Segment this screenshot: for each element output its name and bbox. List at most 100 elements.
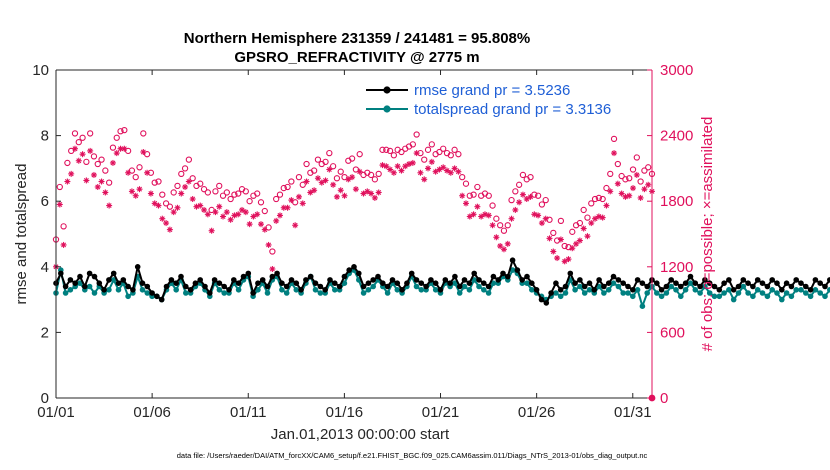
rmse-point xyxy=(740,277,747,283)
obs-assimilated-point xyxy=(535,212,542,219)
spread-point xyxy=(759,290,766,296)
rmse-point xyxy=(456,283,463,290)
obs-possible-point xyxy=(622,176,629,183)
obs-possible-point xyxy=(212,188,219,195)
obs-possible-point xyxy=(390,152,398,159)
obs-possible-point xyxy=(197,180,204,187)
rmse-point xyxy=(721,280,727,287)
obs-assimilated-point xyxy=(303,178,310,185)
rmse-point xyxy=(596,277,602,283)
rmse-point xyxy=(67,277,74,283)
rmse-point xyxy=(307,273,314,280)
obs-possible-point xyxy=(204,189,211,196)
spread-point xyxy=(779,296,785,303)
obs-assimilated-point xyxy=(273,217,280,224)
rmse-point xyxy=(726,277,732,283)
obs-assimilated-point xyxy=(542,215,549,222)
rmse-point xyxy=(634,277,641,283)
obs-possible-point xyxy=(132,173,139,181)
rmse-point xyxy=(548,290,554,296)
obs-possible-point xyxy=(295,173,303,181)
obs-assimilated-point xyxy=(333,193,340,200)
rmse-point xyxy=(139,280,146,287)
obs-possible-point xyxy=(333,175,341,182)
spread-point xyxy=(255,287,261,293)
rmse-point xyxy=(706,280,713,287)
spread-point xyxy=(639,303,646,310)
rmse-point xyxy=(432,280,439,287)
spread-point xyxy=(788,293,795,300)
obs-assimilated-point xyxy=(512,206,519,213)
obs-assimilated-point xyxy=(166,226,173,233)
obs-possible-point xyxy=(542,196,549,204)
obs-assimilated-point xyxy=(276,212,283,219)
obs-assimilated-point xyxy=(136,186,143,193)
obs-possible-point xyxy=(303,160,310,168)
rmse-point xyxy=(168,277,175,283)
obs-assimilated-point xyxy=(485,212,492,219)
x-tick-label: 01/06 xyxy=(133,404,171,421)
obs-assimilated-point xyxy=(98,178,105,185)
rmse-point xyxy=(807,287,814,293)
obs-possible-point xyxy=(515,181,523,188)
obs-possible-point xyxy=(208,206,215,214)
spread-point xyxy=(432,287,439,293)
rmse-point xyxy=(298,287,304,293)
obs-possible-point xyxy=(155,178,162,185)
obs-assimilated-point xyxy=(288,197,295,204)
obs-possible-point xyxy=(121,126,128,134)
obs-possible-point xyxy=(371,176,379,183)
obs-possible-point xyxy=(276,191,284,198)
rmse-point xyxy=(442,277,449,283)
obs-possible-point xyxy=(375,170,382,178)
obs-assimilated-point xyxy=(147,190,154,197)
spread-point xyxy=(529,287,535,293)
obs-possible-point xyxy=(117,128,124,135)
rmse-point xyxy=(312,280,319,287)
obs-possible-point xyxy=(178,170,185,178)
obs-possible-point xyxy=(386,147,394,155)
rmse-point xyxy=(697,283,703,290)
obs-assimilated-point xyxy=(455,168,462,175)
spread-point xyxy=(365,287,372,293)
spread-point xyxy=(586,287,593,293)
rmse-point xyxy=(418,280,425,287)
spread-point xyxy=(601,290,607,296)
obs-assimilated-point xyxy=(254,211,261,218)
rmse-point xyxy=(481,280,487,287)
rmse-point xyxy=(644,283,650,290)
obs-assimilated-point xyxy=(527,193,534,200)
rmse-point xyxy=(827,277,830,283)
obs-possible-point xyxy=(413,131,420,138)
spread-point xyxy=(692,287,699,293)
obs-assimilated-point xyxy=(155,202,162,209)
obs-assimilated-point xyxy=(159,215,166,222)
rmse-point xyxy=(817,280,823,287)
obs-possible-point xyxy=(341,173,348,181)
rmse-point xyxy=(423,283,429,290)
y-left-tick-label: 10 xyxy=(32,62,49,79)
obs-possible-point xyxy=(588,200,595,207)
rmse-point xyxy=(158,296,165,303)
obs-assimilated-point xyxy=(330,181,337,188)
rmse-series xyxy=(53,257,830,306)
rmse-point xyxy=(812,277,819,283)
obs-possible-point xyxy=(280,184,287,192)
obs-possible-point xyxy=(398,148,405,156)
rmse-point xyxy=(822,283,828,290)
data-file-footnote: data file: /Users/raeder/DAI/ATM_forcXX/… xyxy=(177,451,648,460)
rmse-point xyxy=(466,280,473,287)
obs-assimilated-point xyxy=(565,256,572,263)
obs-assimilated-point xyxy=(261,226,268,233)
rmse-point xyxy=(336,283,343,290)
rmse-point xyxy=(793,277,799,283)
y-right-tick-label: 1800 xyxy=(660,193,693,210)
obs-possible-point xyxy=(216,182,223,190)
obs-possible-point xyxy=(64,159,71,167)
obs-assimilated-point xyxy=(90,171,97,178)
obs-possible-point xyxy=(591,195,599,203)
obs-assimilated-point xyxy=(550,248,557,255)
obs-possible-point xyxy=(162,200,170,207)
obs-assimilated-point xyxy=(140,149,147,155)
obs-possible-point xyxy=(519,171,527,179)
